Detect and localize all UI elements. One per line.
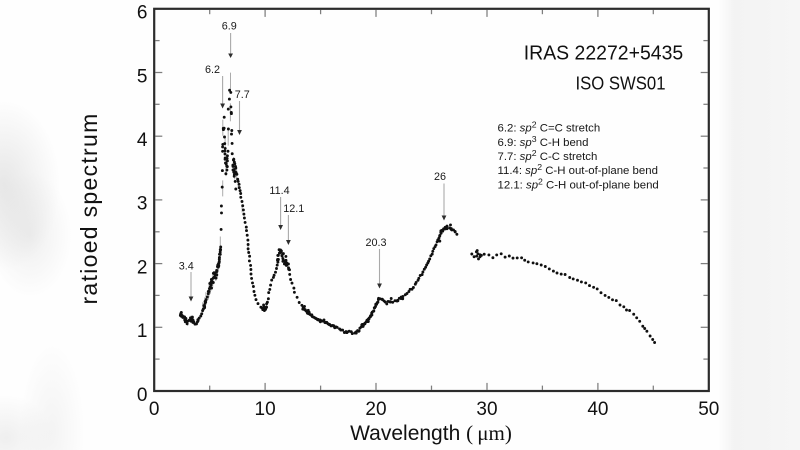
svg-text:3: 3: [137, 194, 148, 215]
svg-text:6: 6: [137, 3, 148, 24]
svg-text:40: 40: [587, 399, 608, 420]
svg-text:11.4: 11.4: [269, 185, 289, 197]
svg-text:6.9: sp3 C-H bend: 6.9: sp3 C-H bend: [498, 134, 589, 149]
svg-text:50: 50: [698, 399, 719, 420]
svg-text:Wavelength ( μm): Wavelength ( μm): [350, 421, 512, 445]
svg-text:26: 26: [434, 171, 446, 183]
svg-text:0: 0: [137, 385, 148, 406]
svg-text:20.3: 20.3: [365, 237, 386, 249]
svg-text:6.9: 6.9: [222, 21, 237, 33]
svg-text:7.7: sp2 C-C stretch: 7.7: sp2 C-C stretch: [498, 148, 598, 163]
svg-text:30: 30: [476, 399, 497, 420]
svg-text:0: 0: [149, 399, 160, 420]
svg-text:5: 5: [137, 66, 148, 87]
svg-text:ISO SWS01: ISO SWS01: [576, 74, 666, 94]
svg-text:4: 4: [137, 130, 148, 151]
svg-text:7.7: 7.7: [235, 89, 250, 101]
svg-text:IRAS 22272+5435: IRAS 22272+5435: [524, 42, 684, 65]
svg-text:10: 10: [255, 399, 276, 420]
svg-text:ratioed spectrum: ratioed spectrum: [76, 112, 102, 304]
svg-text:12.1: 12.1: [283, 203, 304, 215]
svg-text:6.2: 6.2: [205, 64, 220, 76]
svg-text:3.4: 3.4: [179, 261, 194, 273]
svg-text:12.1: sp2 C-H out-of-plane ben: 12.1: sp2 C-H out-of-plane bend: [498, 176, 659, 191]
svg-text:11.4: sp2 C-H out-of-plane ben: 11.4: sp2 C-H out-of-plane bend: [498, 162, 658, 177]
svg-text:6.2: sp2 C=C stretch: 6.2: sp2 C=C stretch: [498, 120, 601, 135]
svg-text:2: 2: [137, 257, 148, 278]
svg-text:20: 20: [365, 399, 386, 420]
svg-text:1: 1: [137, 321, 148, 342]
